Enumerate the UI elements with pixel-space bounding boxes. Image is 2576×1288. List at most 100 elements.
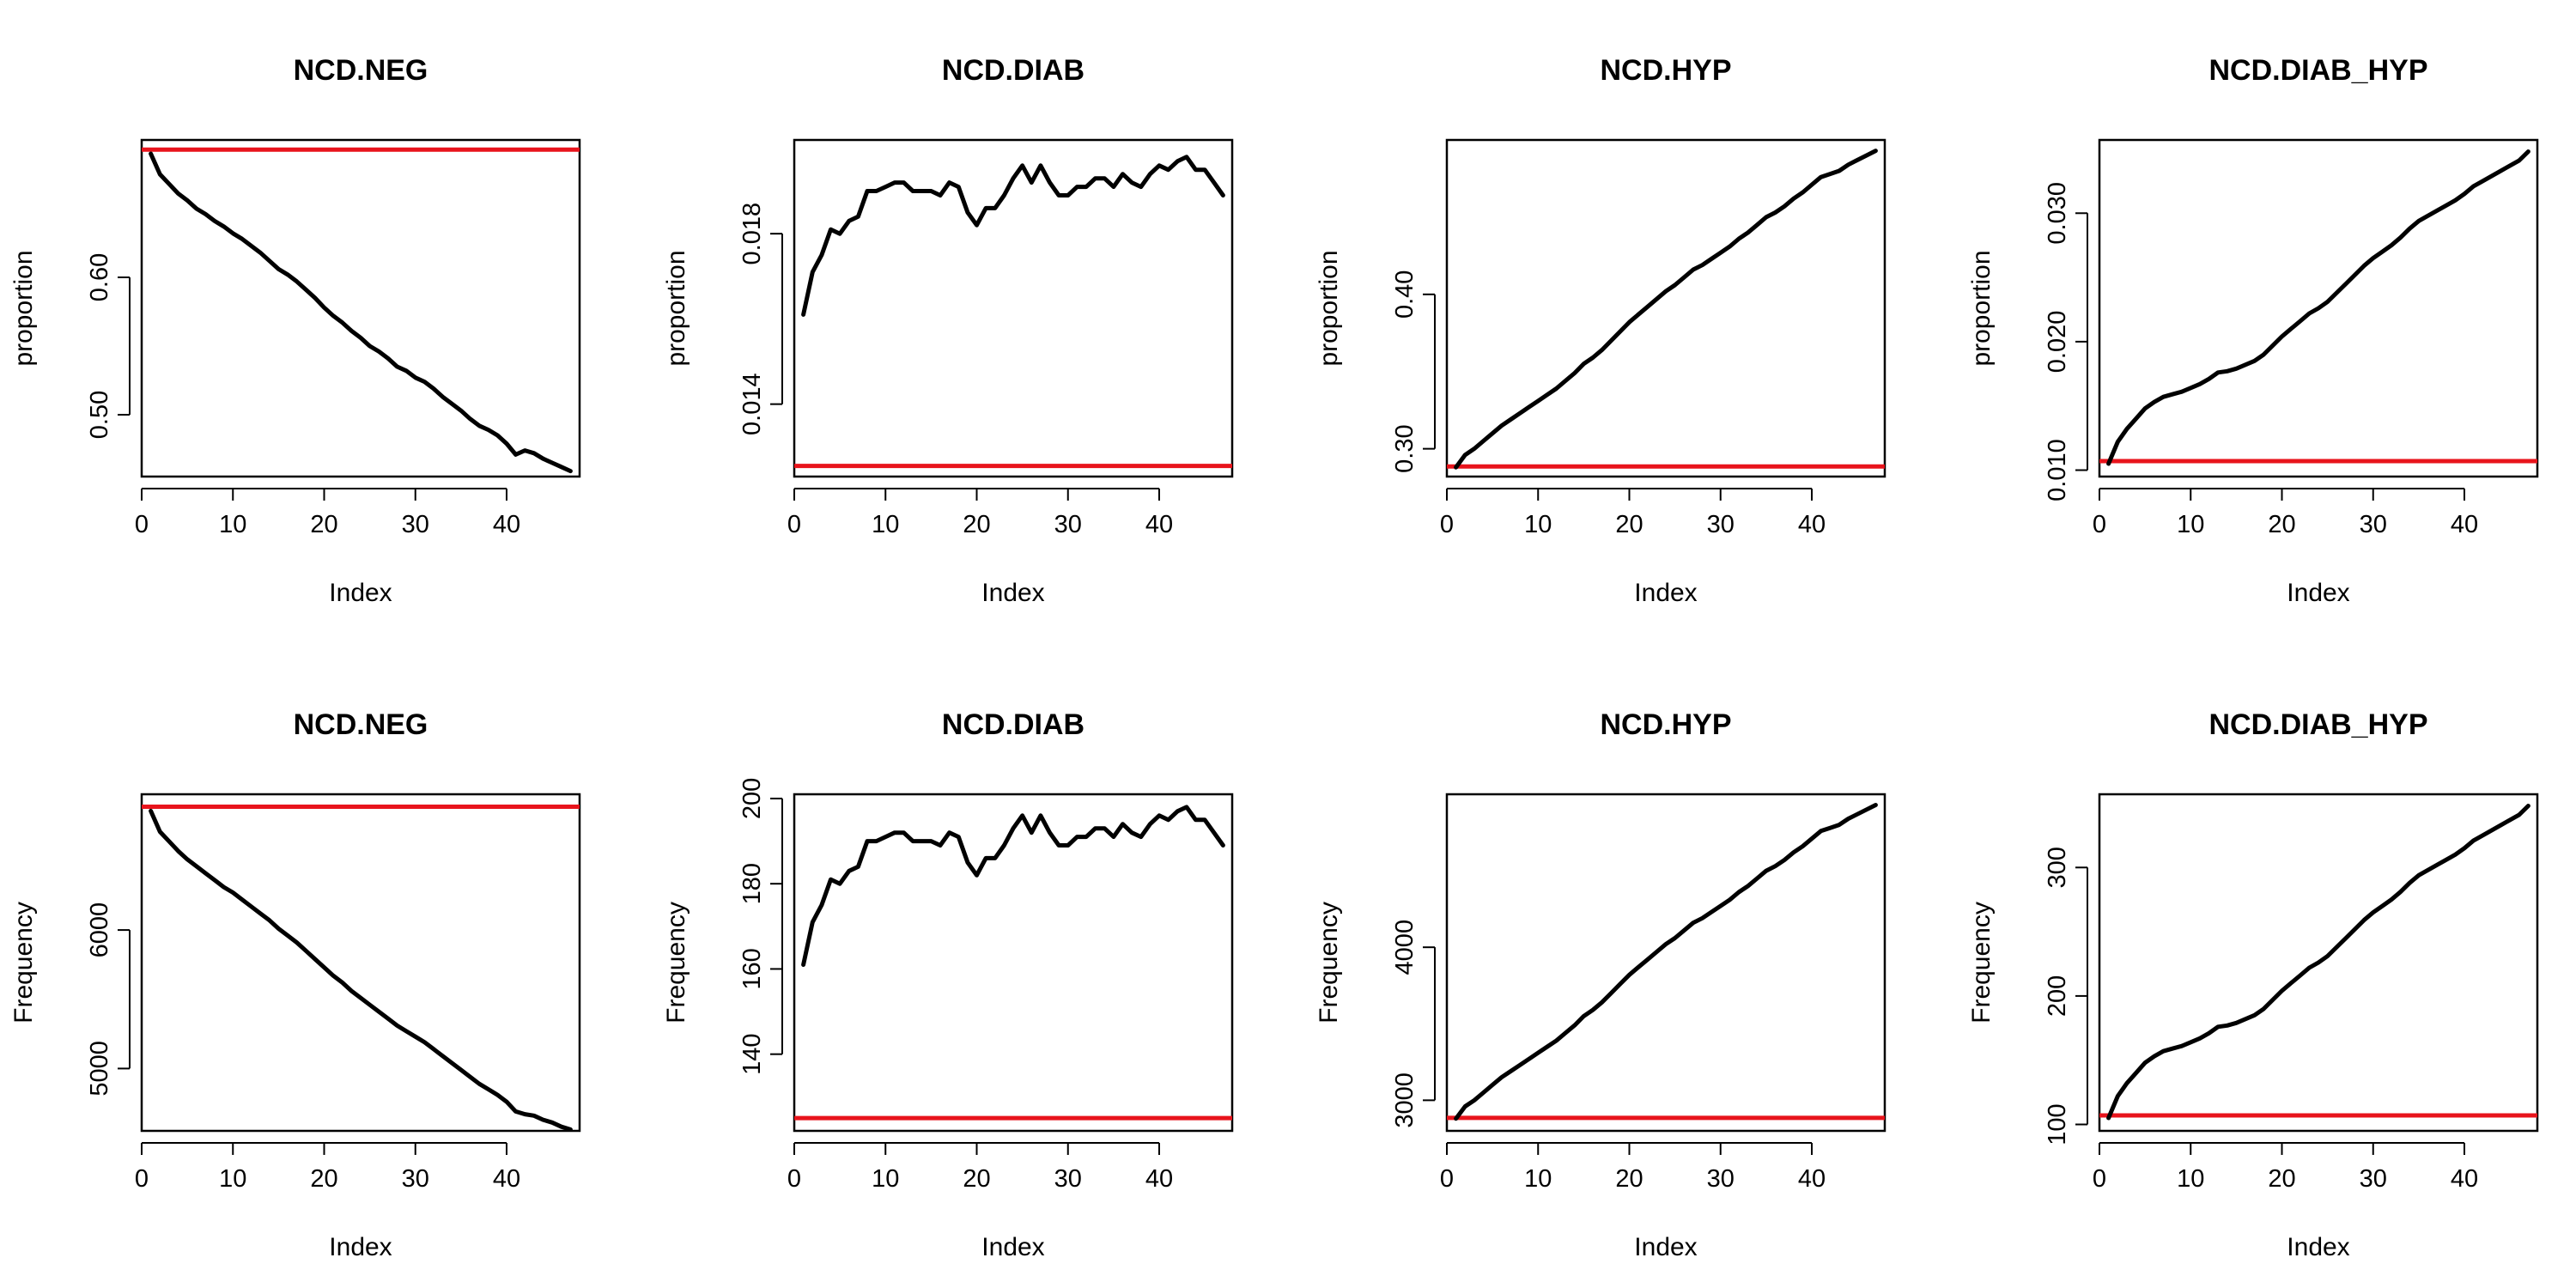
chart-title: NCD.NEG: [294, 54, 428, 87]
y-tick-label: 140: [738, 1033, 766, 1074]
y-tick-label: 5000: [86, 1041, 113, 1097]
series-line: [1454, 803, 1878, 1121]
x-axis-label: Index: [981, 579, 1044, 607]
chart-title: NCD.HYP: [1600, 708, 1731, 741]
y-tick-label: 0.010: [2044, 439, 2071, 501]
x-tick-label: 0: [787, 1165, 801, 1193]
x-tick-label: 40: [1145, 511, 1173, 538]
y-tick-label: 0.60: [86, 253, 113, 301]
x-tick-label: 40: [1798, 511, 1826, 538]
chart-panel-2: NCD.DIAB 0 10 20 30 40 0.014 0.018 Index proporti…: [662, 54, 1234, 607]
x-tick-label: 40: [1145, 1165, 1173, 1193]
plot-frame: [793, 793, 1234, 1133]
x-tick-label: 0: [135, 511, 149, 538]
x-tick-label: 20: [1615, 511, 1643, 538]
y-axis-label: Frequency: [662, 902, 690, 1024]
x-axis-label: Index: [2287, 579, 2349, 607]
y-axis-label: Frequency: [1967, 902, 1996, 1024]
plot-frame: [2098, 138, 2539, 478]
x-tick-label: 20: [310, 511, 337, 538]
plot-frame: [140, 138, 581, 478]
y-tick-label: 0.40: [1391, 270, 1419, 319]
chart-title: NCD.DIAB: [942, 708, 1084, 741]
x-tick-label: 20: [1615, 1165, 1643, 1193]
x-tick-label: 30: [402, 511, 429, 538]
x-axis-label: Index: [329, 1233, 392, 1261]
y-tick-label: 0.014: [738, 373, 766, 435]
x-tick-label: 30: [1707, 511, 1735, 538]
chart-panel-1: NCD.NEG 0 10 20 30 40 0.50 0.60 Index proportion: [9, 54, 581, 607]
y-tick-label: 200: [2044, 975, 2071, 1017]
chart-panel-4: NCD.DIAB_HYP 0 10 20 30 40 0.010 0.020 0.030 Inde…: [1967, 54, 2539, 607]
plot-frame: [2098, 793, 2539, 1133]
x-tick-label: 40: [493, 1165, 520, 1193]
y-tick-label: 0.030: [2044, 182, 2071, 245]
plot-frame: [1445, 138, 1886, 478]
chart-panel-7: NCD.HYP 0 10 20 30 40 3000 4000 Index Frequency: [1315, 708, 1886, 1261]
x-axis-label: Index: [2287, 1233, 2349, 1261]
x-tick-label: 0: [135, 1165, 149, 1193]
chart-title: NCD.HYP: [1600, 54, 1731, 87]
x-tick-label: 20: [2268, 511, 2295, 538]
y-tick-label: 180: [738, 863, 766, 904]
y-tick-label: 0.020: [2044, 311, 2071, 374]
x-tick-label: 10: [219, 1165, 246, 1193]
chart-panel-3: NCD.HYP 0 10 20 30 40 0.30 0.40 Index proportion: [1315, 54, 1886, 607]
plot-frame: [140, 793, 581, 1133]
x-tick-label: 20: [963, 511, 990, 538]
x-tick-label: 30: [402, 1165, 429, 1193]
x-tick-label: 20: [963, 1165, 990, 1193]
x-tick-label: 10: [2177, 1165, 2204, 1193]
y-axis-label: proportion: [662, 250, 690, 366]
chart-panel-5: NCD.NEG 0 10 20 30 40 5000 6000 Index Frequency: [9, 708, 581, 1261]
series-line: [149, 808, 573, 1132]
x-tick-label: 20: [2268, 1165, 2295, 1193]
y-tick-label: 3000: [1391, 1072, 1419, 1128]
x-tick-label: 30: [2360, 1165, 2387, 1193]
x-tick-label: 0: [1440, 1165, 1454, 1193]
x-tick-label: 10: [2177, 511, 2204, 538]
chart-title: NCD.DIAB_HYP: [2208, 708, 2427, 741]
x-tick-label: 0: [1440, 511, 1454, 538]
y-axis-label: proportion: [9, 250, 38, 366]
x-axis-label: Index: [981, 1233, 1044, 1261]
x-tick-label: 30: [1707, 1165, 1735, 1193]
x-tick-label: 10: [872, 1165, 899, 1193]
y-tick-label: 6000: [86, 902, 113, 958]
chart-title: NCD.NEG: [294, 708, 428, 741]
series-line: [2106, 149, 2530, 466]
y-axis-label: Frequency: [9, 902, 38, 1024]
chart-panel-8: NCD.DIAB_HYP 0 10 20 30 40 100 200 300 Index Frequ…: [1967, 708, 2539, 1261]
x-tick-label: 30: [1054, 511, 1082, 538]
y-tick-label: 300: [2044, 847, 2071, 888]
plot-frame: [1445, 793, 1886, 1133]
chart-title: NCD.DIAB_HYP: [2208, 54, 2427, 87]
x-tick-label: 40: [1798, 1165, 1826, 1193]
series-line: [1454, 149, 1878, 470]
y-tick-label: 100: [2044, 1103, 2071, 1145]
y-tick-label: 200: [738, 778, 766, 819]
chart-title: NCD.DIAB: [942, 54, 1084, 87]
chart-panel-6: NCD.DIAB 0 10 20 30 40 140 160 180 200 Index Freque…: [662, 708, 1234, 1261]
series-line: [149, 151, 573, 474]
x-tick-label: 10: [872, 511, 899, 538]
x-tick-label: 40: [2451, 1165, 2478, 1193]
series-line: [801, 805, 1225, 967]
x-tick-label: 10: [219, 511, 246, 538]
y-axis-label: Frequency: [1315, 902, 1343, 1024]
y-axis-label: proportion: [1967, 250, 1996, 366]
x-axis-label: Index: [329, 579, 392, 607]
y-axis-label: proportion: [1315, 250, 1343, 366]
x-tick-label: 0: [2093, 511, 2106, 538]
x-tick-label: 30: [2360, 511, 2387, 538]
x-tick-label: 10: [1524, 1165, 1552, 1193]
x-tick-label: 0: [787, 511, 801, 538]
series-line: [801, 155, 1225, 317]
y-tick-label: 4000: [1391, 920, 1419, 975]
x-axis-label: Index: [1634, 579, 1697, 607]
y-tick-label: 160: [738, 948, 766, 989]
x-tick-label: 20: [310, 1165, 337, 1193]
x-tick-label: 40: [2451, 511, 2478, 538]
series-line: [2106, 804, 2530, 1121]
